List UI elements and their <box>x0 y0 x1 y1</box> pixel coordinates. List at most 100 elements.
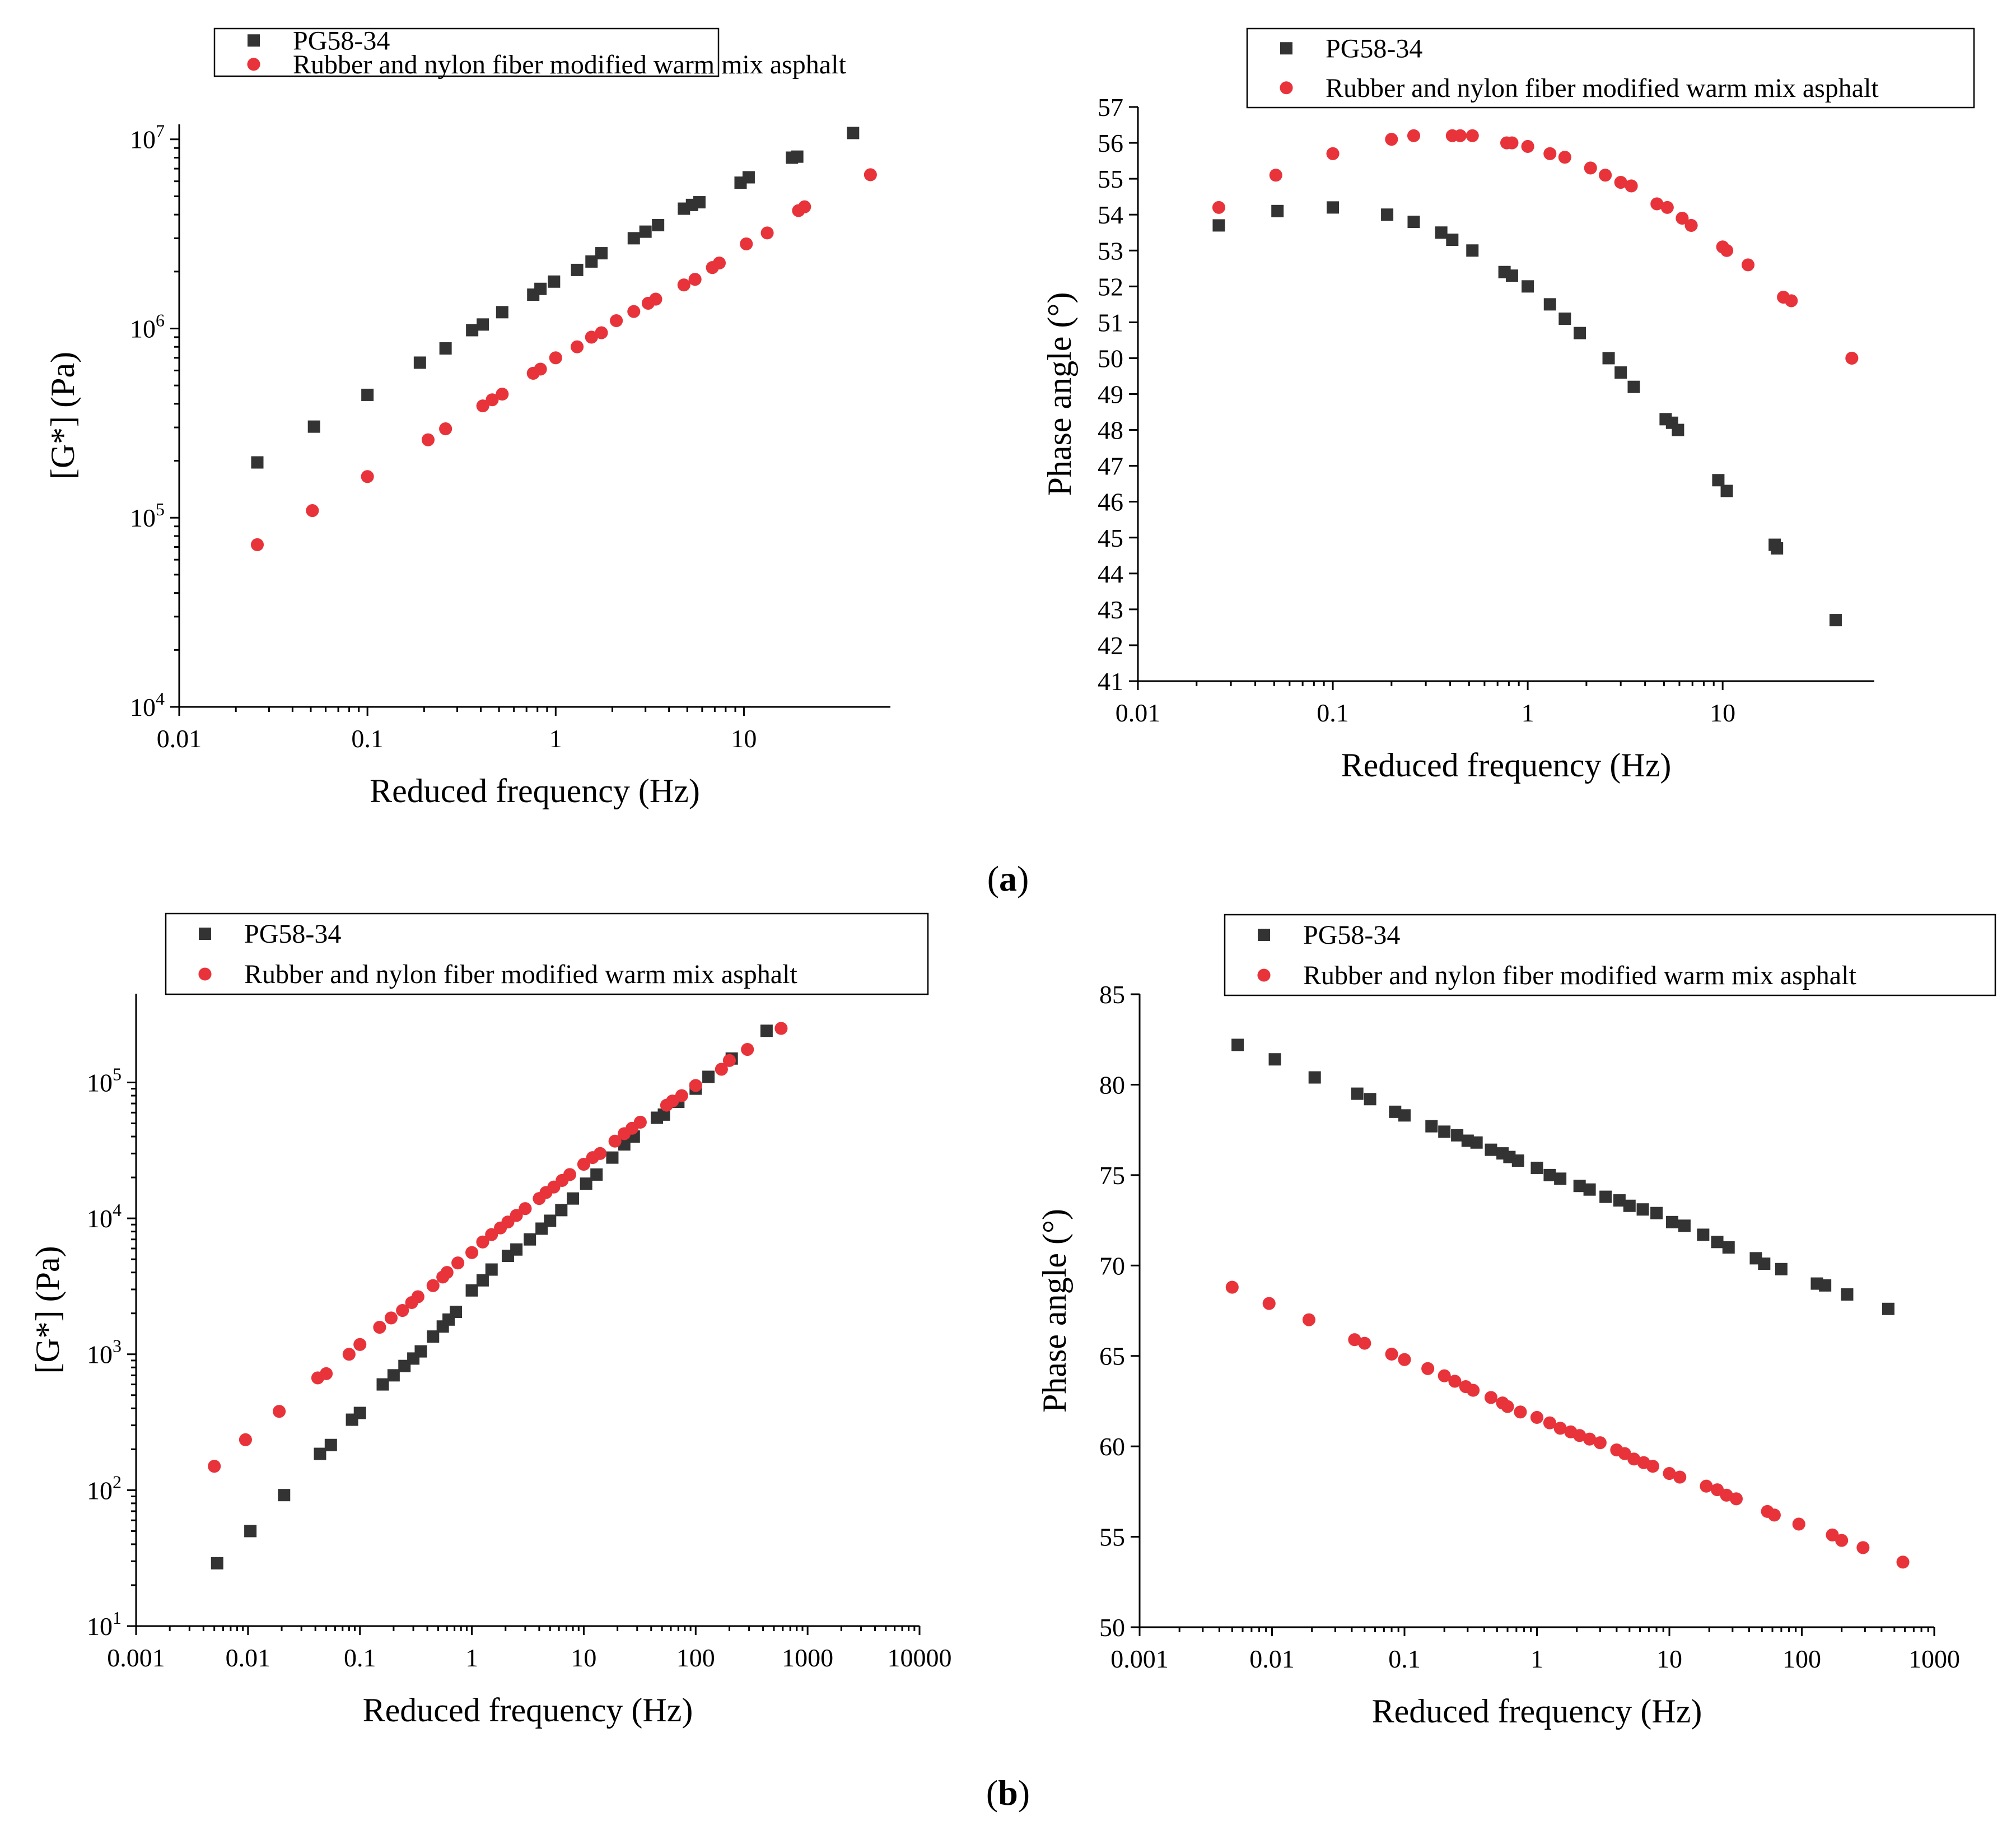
legend: PG58-34 Rubber and nylon fiber modified w… <box>165 912 929 995</box>
data-point <box>1466 244 1479 257</box>
x-tick-label: 0.1 <box>1388 1645 1421 1673</box>
data-point <box>353 1406 366 1419</box>
data-point <box>1584 161 1597 175</box>
data-point <box>1398 1109 1411 1122</box>
data-point <box>1269 169 1282 182</box>
data-point <box>1650 1207 1663 1219</box>
data-point <box>414 1345 427 1358</box>
data-point <box>1593 1436 1607 1450</box>
data-point <box>1684 218 1698 232</box>
data-point <box>534 362 547 376</box>
y-tick-label: 102 <box>87 1471 122 1505</box>
y-tick-label: 60 <box>1099 1432 1125 1461</box>
x-tick-label: 1 <box>1530 1645 1543 1673</box>
series-1 <box>211 1024 773 1569</box>
chart-a-phase: 0.01 0.1 1 10 41 42 43 44 45 46 47 48 49 50 51 52 53 54 55… <box>1041 27 1975 784</box>
data-point <box>496 388 509 401</box>
data-point <box>1467 1384 1480 1397</box>
data-point <box>1574 327 1586 339</box>
data-point <box>1646 1460 1660 1473</box>
data-point <box>250 538 264 551</box>
data-point <box>585 330 598 344</box>
data-point <box>1438 1125 1451 1138</box>
x-tick-label: 0.01 <box>1249 1645 1295 1673</box>
y-tick-label: 50 <box>1099 1613 1125 1642</box>
data-point <box>595 326 608 339</box>
data-point <box>1231 1038 1244 1051</box>
y-tick-label: 46 <box>1098 488 1123 516</box>
data-point <box>1729 1492 1743 1506</box>
data-point <box>1212 201 1225 214</box>
y-tick-label: 41 <box>1098 667 1123 696</box>
x-tick-label: 10 <box>571 1643 596 1672</box>
x-tick-label: 1000 <box>782 1643 833 1672</box>
data-point <box>1882 1302 1894 1315</box>
data-point <box>742 171 755 184</box>
legend-marker <box>1258 929 1270 941</box>
caption-b: (b) <box>986 1773 1030 1813</box>
data-point <box>580 1177 592 1190</box>
x-tick-label: 0.001 <box>107 1643 165 1672</box>
legend-marker <box>248 34 260 47</box>
data-point <box>1625 179 1638 193</box>
data-point <box>1389 1105 1402 1118</box>
x-tick-label: 0.1 <box>344 1643 376 1672</box>
series-1 <box>1212 201 1842 627</box>
data-point <box>324 1438 337 1451</box>
data-point <box>1856 1541 1870 1554</box>
data-point <box>1505 269 1518 282</box>
data-point <box>1530 1410 1544 1424</box>
data-point <box>1583 1432 1597 1446</box>
data-point <box>1697 1228 1710 1241</box>
y-tick-label: 105 <box>87 1064 122 1097</box>
data-point <box>208 1460 221 1473</box>
x-tick-label: 100 <box>1782 1645 1821 1673</box>
data-point <box>1501 1400 1514 1413</box>
data-point <box>740 237 753 251</box>
data-point <box>342 1348 356 1361</box>
data-point <box>571 263 584 276</box>
data-point <box>439 342 452 355</box>
data-point <box>1650 197 1664 211</box>
series-2 <box>250 168 877 551</box>
legend-marker <box>199 928 211 940</box>
data-point <box>1271 204 1284 217</box>
data-point <box>1407 216 1420 228</box>
x-tick-label: 0.01 <box>157 724 202 753</box>
data-point <box>485 1228 498 1241</box>
data-point <box>1573 1429 1586 1442</box>
data-point <box>1841 1288 1854 1301</box>
data-point <box>465 1246 479 1259</box>
data-point <box>1225 1280 1239 1294</box>
data-point <box>1712 474 1725 487</box>
y-tick-label: 75 <box>1099 1161 1125 1190</box>
data-point <box>466 324 479 337</box>
data-point <box>1785 294 1798 308</box>
y-tick-label: 52 <box>1098 272 1123 301</box>
legend-box <box>165 912 929 995</box>
data-point <box>496 306 508 319</box>
data-point <box>1660 201 1674 214</box>
data-point <box>476 1235 489 1249</box>
x-tick-label: 0.01 <box>1116 698 1161 727</box>
data-point <box>1514 1405 1527 1419</box>
data-point <box>1676 212 1689 225</box>
data-point <box>760 1024 773 1037</box>
data-point <box>688 273 702 286</box>
data-point <box>314 1447 326 1460</box>
x-axis-label: Reduced frequency (Hz) <box>363 1692 693 1729</box>
data-point <box>1599 1190 1612 1203</box>
data-point <box>774 1022 788 1035</box>
legend-label: Rubber and nylon fiber modified warm mix… <box>293 50 846 80</box>
data-point <box>524 1233 536 1246</box>
data-point <box>273 1405 286 1418</box>
data-point <box>373 1320 386 1334</box>
legend-label: Rubber and nylon fiber modified warm mix… <box>1303 961 1856 990</box>
data-point <box>396 1304 409 1317</box>
y-tick-label: 56 <box>1098 129 1123 157</box>
series-2 <box>1212 129 1859 365</box>
data-point <box>1530 1161 1543 1174</box>
y-tick-label: 57 <box>1098 93 1123 122</box>
data-point <box>1348 1333 1361 1347</box>
